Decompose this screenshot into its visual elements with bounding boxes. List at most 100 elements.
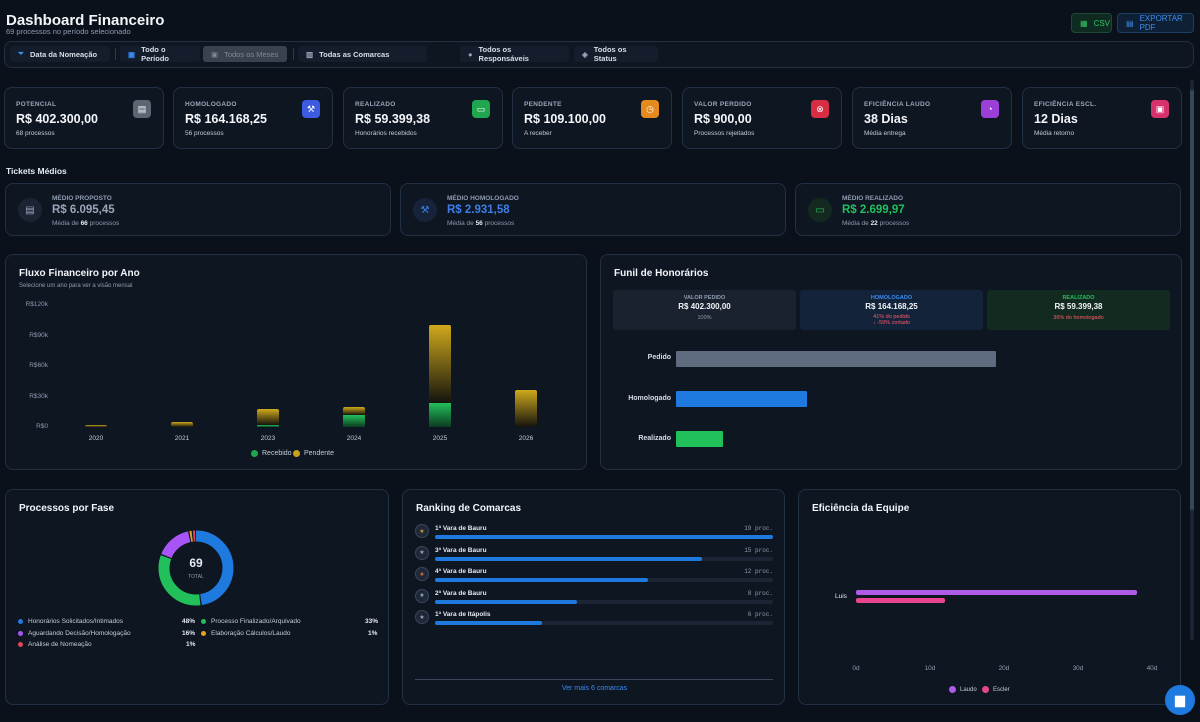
- bar-recebido[interactable]: [257, 424, 279, 427]
- funil-title: Funil de Honorários: [614, 268, 709, 279]
- filter-icon: ⏷: [18, 49, 24, 58]
- x-tick-label[interactable]: 2021: [174, 435, 190, 442]
- ver-mais-link[interactable]: Ver mais 6 comarcas: [561, 685, 628, 692]
- fases-panel: Processos por Fase 69 TOTAL Honorários S…: [5, 489, 389, 705]
- x-tick-label: 30d: [1072, 665, 1084, 672]
- legend-pendente: Pendente: [293, 450, 334, 457]
- chat-icon: ▆: [1175, 692, 1185, 707]
- medal-icon: ★: [415, 588, 429, 603]
- legend-pct: 33%: [365, 618, 379, 625]
- pdf-label: EXPORTAR PDF: [1139, 14, 1183, 32]
- fases-donut-chart[interactable]: [156, 528, 236, 608]
- kpi-card-homologado: HOMOLOGADO R$ 164.168,25 56 processos ⚒: [173, 87, 333, 149]
- filter-date-field[interactable]: ⏷ Data da Nomeação: [10, 46, 110, 62]
- ticket-card-realizado: ▭ MÉDIO REALIZADO R$ 2.699,97 Média de 2…: [795, 183, 1181, 236]
- comarca-count: 8 proc.: [747, 589, 773, 597]
- person-label: Luis: [835, 593, 847, 600]
- donut-total-label: TOTAL: [188, 574, 204, 580]
- comarca-name: 4ª Vara de Bauru: [435, 568, 487, 575]
- x-tick-label[interactable]: 2026: [518, 435, 534, 442]
- document-icon: ▤: [18, 198, 42, 222]
- filter-comarca[interactable]: ▥ Todas as Comarcas: [298, 46, 427, 62]
- fluxo-title: Fluxo Financeiro por Ano: [19, 268, 140, 279]
- legend-recebido: Recebido: [251, 450, 292, 457]
- bar-pendente[interactable]: [257, 408, 279, 425]
- divider: [293, 48, 294, 60]
- funil-label-homologado: Homologado: [628, 395, 671, 402]
- ranking-row[interactable]: ★ 3ª Vara de Bauru 15 proc.: [415, 545, 773, 564]
- bar-recebido[interactable]: [343, 414, 365, 427]
- page-title: Dashboard Financeiro: [6, 12, 165, 29]
- filter-responsavel[interactable]: ● Todos os Responsáveis: [460, 45, 569, 63]
- comarca-name: 1ª Vara de Itápolis: [435, 611, 491, 618]
- comarca-name: 2ª Vara de Bauru: [435, 589, 487, 597]
- funil-box-homologado: HOMOLOGADO R$ 164.168,25 41% do pedido ↓…: [800, 290, 983, 330]
- filter-period[interactable]: ▣ Todo o Período: [120, 45, 200, 63]
- kpi-card-eficiencia-escl: EFICIÊNCIA ESCL. 12 Dias Média retorno ▣: [1022, 87, 1182, 149]
- x-tick-label[interactable]: 2024: [346, 435, 362, 442]
- pdf-icon: ▤: [1126, 18, 1134, 28]
- funil-box-pedido: VALOR PEDIDO R$ 402.300,00 100%: [613, 290, 796, 330]
- divider: [115, 48, 116, 60]
- fluxo-subtitle: Selecione um ano para ver a visão mensal: [19, 283, 133, 289]
- equipe-panel: Eficiência da Equipe Luis Laudo Escler 0…: [798, 489, 1181, 705]
- medal-icon: ★: [415, 610, 429, 624]
- funil-bar-homologado[interactable]: [676, 391, 807, 407]
- comarca-count: 15 proc.: [744, 546, 773, 554]
- scrollbar-thumb[interactable]: [1190, 90, 1194, 510]
- progress-track: [435, 535, 773, 539]
- progress-track: [435, 556, 773, 561]
- y-tick-label: R$90k: [29, 331, 48, 339]
- laudo-bar[interactable]: [856, 590, 1138, 595]
- filter-month[interactable]: ▣ Todos os Meses: [203, 46, 287, 62]
- legend-pct: 16%: [182, 630, 196, 637]
- funil-bar-pedido[interactable]: [676, 351, 996, 367]
- legend-item: Honorários Solicitados/Intimados: [18, 618, 123, 625]
- fases-title: Processos por Fase: [19, 503, 115, 514]
- y-tick-label: R$0: [36, 423, 48, 430]
- legend-pct: 48%: [182, 618, 196, 625]
- ranking-row[interactable]: ★ 4ª Vara de Bauru 12 proc.: [415, 567, 773, 585]
- progress-track: [435, 578, 773, 582]
- funil-label-realizado: Realizado: [638, 435, 671, 442]
- funil-bar-realizado[interactable]: [676, 431, 724, 447]
- filter-status[interactable]: ◈ Todos os Status: [574, 45, 658, 63]
- x-tick-label: 10d: [924, 665, 936, 672]
- donut-total: 69: [189, 556, 203, 570]
- chat-icon: ▣: [1151, 100, 1169, 118]
- legend-item: Análise de Nomeação: [18, 641, 92, 648]
- cash-icon: ▭: [808, 198, 832, 222]
- ranking-row[interactable]: ★ 1ª Vara de Itápolis 6 proc.: [415, 610, 773, 628]
- legend-pct: 1%: [186, 641, 196, 648]
- bar-recebido[interactable]: [429, 402, 451, 427]
- escl-bar[interactable]: [856, 598, 945, 603]
- ranking-row[interactable]: ★ 2ª Vara de Bauru 8 proc.: [415, 588, 773, 607]
- export-csv-button[interactable]: ▦ CSV: [1071, 13, 1112, 33]
- bar-pendente[interactable]: [515, 390, 537, 427]
- x-circle-icon: ⊗: [811, 100, 829, 118]
- funil-panel: Funil de Honorários VALOR PEDIDO R$ 402.…: [600, 254, 1182, 470]
- equipe-title: Eficiência da Equipe: [812, 503, 910, 514]
- bar-pendente[interactable]: [343, 406, 365, 415]
- legend-pct: 1%: [368, 630, 378, 637]
- funil-label-pedido: Pedido: [647, 354, 671, 361]
- x-tick-label[interactable]: 2020: [88, 435, 104, 442]
- ranking-row[interactable]: ★ 1ª Vara de Bauru 19 proc.: [415, 524, 773, 542]
- x-tick-label[interactable]: 2025: [432, 435, 448, 442]
- bar-pendente[interactable]: [85, 424, 107, 427]
- ticket-card-proposto: ▤ MÉDIO PROPOSTO R$ 6.095,45 Média de 66…: [5, 183, 391, 236]
- speedometer-icon: ◔: [981, 100, 999, 118]
- ranking-panel: Ranking de Comarcas Ver mais 6 comarcas …: [402, 489, 785, 705]
- bar-pendente[interactable]: [171, 421, 193, 427]
- x-tick-label[interactable]: 2023: [260, 435, 276, 442]
- export-pdf-button[interactable]: ▤ EXPORTAR PDF: [1117, 13, 1194, 33]
- donut-segment[interactable]: [158, 530, 234, 606]
- donut-segment[interactable]: [158, 530, 234, 606]
- medal-icon: ★: [415, 567, 429, 581]
- scrollbar[interactable]: [1190, 80, 1194, 640]
- chat-fab-button[interactable]: ▆: [1165, 685, 1195, 715]
- ranking-title: Ranking de Comarcas: [416, 503, 522, 514]
- fluxo-chart[interactable]: R$0 R$30k R$60k R$90k R$120k 2020 2021 2023 2024…: [6, 255, 586, 469]
- bar-pendente[interactable]: [429, 325, 451, 403]
- kpi-card-potencial: POTENCIAL R$ 402.300,00 68 processos ▤: [4, 87, 164, 149]
